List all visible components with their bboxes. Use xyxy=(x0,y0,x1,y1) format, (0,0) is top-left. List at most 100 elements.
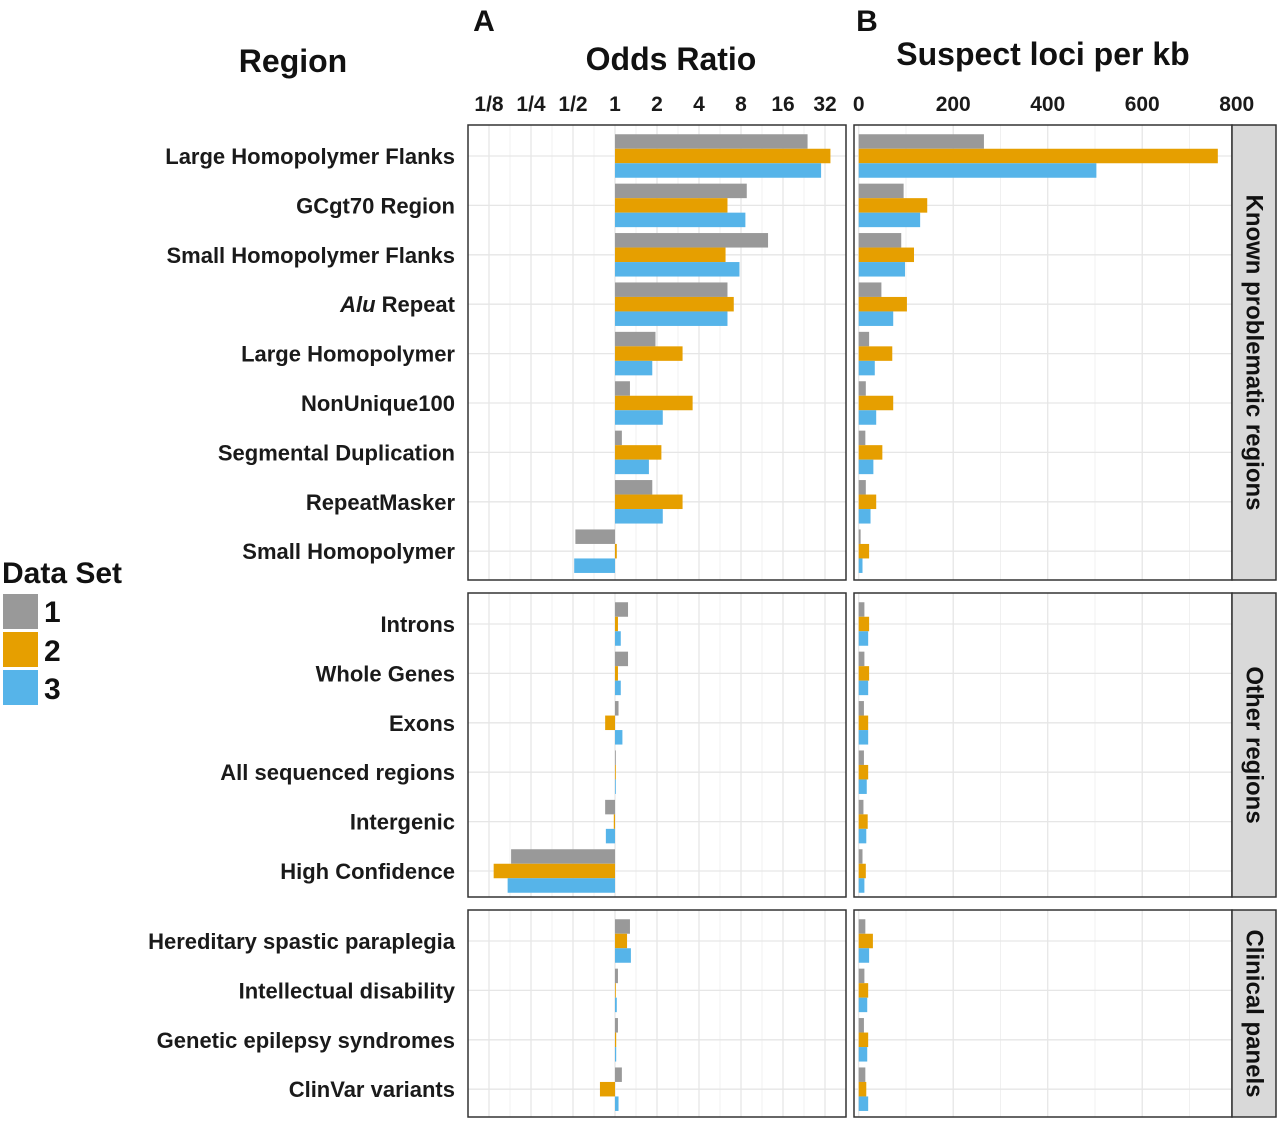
suspect-bar-large-homopolymer-set-3 xyxy=(858,360,875,376)
suspect-bar-high-confidence-set-3 xyxy=(858,878,865,893)
suspect-tick-label: 800 xyxy=(1219,93,1254,116)
odds-ratio-bar-exons-set-3 xyxy=(615,730,623,745)
region-header: Region xyxy=(239,43,347,79)
odds-ratio-bar-small-homopolymer-flanks-set-1 xyxy=(615,233,769,248)
region-label: Large Homopolymer xyxy=(241,342,455,367)
odds-ratio-bar-hereditary-spastic-paraplegia-set-2 xyxy=(615,933,628,949)
legend-swatch-set-2 xyxy=(3,632,38,667)
suspect-tick-label: 0 xyxy=(853,93,865,116)
suspect-bar-small-homopolymer-flanks-set-2 xyxy=(858,247,915,263)
legend-swatch-set-1 xyxy=(3,594,38,629)
legend: Data Set 1 2 3 xyxy=(2,557,122,706)
suspect-loci-header: Suspect loci per kb xyxy=(896,36,1189,72)
suspect-bar-intellectual-disability-set-1 xyxy=(858,968,865,984)
panel-letter-b: B xyxy=(856,5,878,38)
suspect-bar-alu-repeat-set-2 xyxy=(858,296,907,312)
odds-ratio-bar-intergenic-set-3 xyxy=(605,828,616,844)
suspect-bar-intergenic-set-2 xyxy=(858,814,868,829)
odds-ratio-tick-label: 4 xyxy=(693,93,705,116)
suspect-bar-alu-repeat-set-3 xyxy=(858,311,894,326)
suspect-panel-bg xyxy=(854,593,1232,897)
odds-ratio-bar-repeatmasker-set-2 xyxy=(615,494,683,510)
suspect-bar-small-homopolymer-set-3 xyxy=(858,558,863,573)
odds-ratio-bar-nonunique100-set-1 xyxy=(615,381,630,396)
suspect-bar-whole-genes-set-2 xyxy=(858,666,870,681)
odds-ratio-bar-hereditary-spastic-paraplegia-set-1 xyxy=(615,919,630,934)
odds-ratio-bar-introns-set-1 xyxy=(615,602,629,617)
region-label: Exons xyxy=(389,711,455,736)
odds-ratio-bar-whole-genes-set-3 xyxy=(615,680,621,696)
suspect-bar-intergenic-set-3 xyxy=(858,828,867,844)
suspect-bar-high-confidence-set-1 xyxy=(858,849,863,864)
region-label: Hereditary spastic paraplegia xyxy=(148,929,456,954)
region-label: Intergenic xyxy=(350,810,455,835)
odds-ratio-tick-label: 1/8 xyxy=(474,93,504,116)
suspect-bar-large-homopolymer-set-1 xyxy=(858,331,870,347)
facet-strip xyxy=(1231,592,1277,898)
odds-ratio-bar-repeatmasker-set-3 xyxy=(615,509,663,524)
odds-ratio-bar-alu-repeat-set-1 xyxy=(615,282,728,297)
odds-ratio-bar-intellectual-disability-set-2 xyxy=(615,983,616,998)
odds-ratio-tick-label: 2 xyxy=(651,93,663,116)
odds-ratio-bar-introns-set-2 xyxy=(615,616,618,632)
odds-ratio-bar-large-homopolymer-set-3 xyxy=(615,360,653,376)
region-label: Small Homopolymer Flanks xyxy=(166,243,455,268)
odds-ratio-bar-genetic-epilepsy-syndromes-set-1 xyxy=(615,1018,618,1033)
legend-label-set-1: 1 xyxy=(44,596,61,629)
suspect-bar-all-sequenced-regions-set-2 xyxy=(858,764,869,780)
region-label: Intellectual disability xyxy=(239,978,456,1003)
odds-ratio-bar-genetic-epilepsy-syndromes-set-3 xyxy=(615,1047,617,1062)
region-label: Introns xyxy=(380,612,455,637)
region-label: High Confidence xyxy=(280,859,455,884)
suspect-panel-bg xyxy=(854,910,1232,1117)
odds-ratio-bar-repeatmasker-set-1 xyxy=(615,480,653,495)
region-label: RepeatMasker xyxy=(306,490,456,515)
suspect-bar-genetic-epilepsy-syndromes-set-3 xyxy=(858,1047,868,1062)
suspect-tick-label: 400 xyxy=(1030,93,1065,116)
region-label: All sequenced regions xyxy=(220,760,455,785)
odds-ratio-panel-border xyxy=(467,592,847,898)
region-label: ClinVar variants xyxy=(289,1077,455,1102)
odds-ratio-bar-hereditary-spastic-paraplegia-set-3 xyxy=(615,948,631,963)
odds-ratio-bar-alu-repeat-set-3 xyxy=(615,311,728,326)
region-label: Small Homopolymer xyxy=(242,539,455,564)
region-label: Whole Genes xyxy=(316,661,455,686)
odds-ratio-bar-intergenic-set-1 xyxy=(605,799,616,815)
suspect-bar-whole-genes-set-3 xyxy=(858,680,869,696)
odds-ratio-bar-high-confidence-set-2 xyxy=(493,863,616,879)
odds-ratio-header: Odds Ratio xyxy=(586,41,757,77)
suspect-bar-small-homopolymer-set-1 xyxy=(858,529,861,544)
suspect-bar-clinvar-variants-set-3 xyxy=(858,1096,869,1111)
suspect-bar-gcgt70-region-set-1 xyxy=(858,183,904,199)
suspect-bar-all-sequenced-regions-set-3 xyxy=(858,779,867,794)
suspect-bar-clinvar-variants-set-2 xyxy=(858,1081,867,1097)
odds-ratio-bar-large-homopolymer-flanks-set-2 xyxy=(615,148,831,164)
suspect-bar-alu-repeat-set-1 xyxy=(858,282,882,297)
legend-swatch-set-3 xyxy=(3,670,38,705)
suspect-bar-nonunique100-set-3 xyxy=(858,410,877,425)
odds-ratio-bar-intergenic-set-2 xyxy=(613,814,615,829)
region-label: Genetic epilepsy syndromes xyxy=(157,1028,455,1053)
odds-ratio-bar-segmental-duplication-set-2 xyxy=(615,445,662,460)
odds-ratio-bar-gcgt70-region-set-3 xyxy=(615,212,746,228)
suspect-panel-bg xyxy=(854,125,1232,580)
odds-ratio-bar-clinvar-variants-set-3 xyxy=(615,1096,619,1111)
suspect-bar-small-homopolymer-flanks-set-1 xyxy=(858,233,902,248)
suspect-bar-high-confidence-set-2 xyxy=(858,863,866,879)
odds-ratio-tick-label: 1/2 xyxy=(558,93,587,116)
odds-ratio-bar-segmental-duplication-set-1 xyxy=(615,430,622,446)
suspect-bar-repeatmasker-set-1 xyxy=(858,480,866,495)
suspect-bar-gcgt70-region-set-2 xyxy=(858,198,928,213)
plot-area: 1/8 1/4 1/2 1 2 4 8 16 32 0 200 400 600 800 Known prob… xyxy=(148,93,1277,1118)
suspect-bar-all-sequenced-regions-set-1 xyxy=(858,750,864,765)
odds-ratio-bar-exons-set-2 xyxy=(605,715,616,731)
suspect-bar-introns-set-2 xyxy=(858,616,870,632)
odds-ratio-bar-all-sequenced-regions-set-1 xyxy=(615,750,616,765)
odds-ratio-bar-high-confidence-set-1 xyxy=(511,849,615,864)
suspect-bar-gcgt70-region-set-3 xyxy=(858,212,921,228)
suspect-bar-exons-set-3 xyxy=(858,730,869,745)
odds-ratio-bar-alu-repeat-set-2 xyxy=(615,296,734,312)
odds-ratio-bar-clinvar-variants-set-1 xyxy=(615,1067,622,1082)
odds-ratio-bar-large-homopolymer-set-1 xyxy=(615,331,656,347)
